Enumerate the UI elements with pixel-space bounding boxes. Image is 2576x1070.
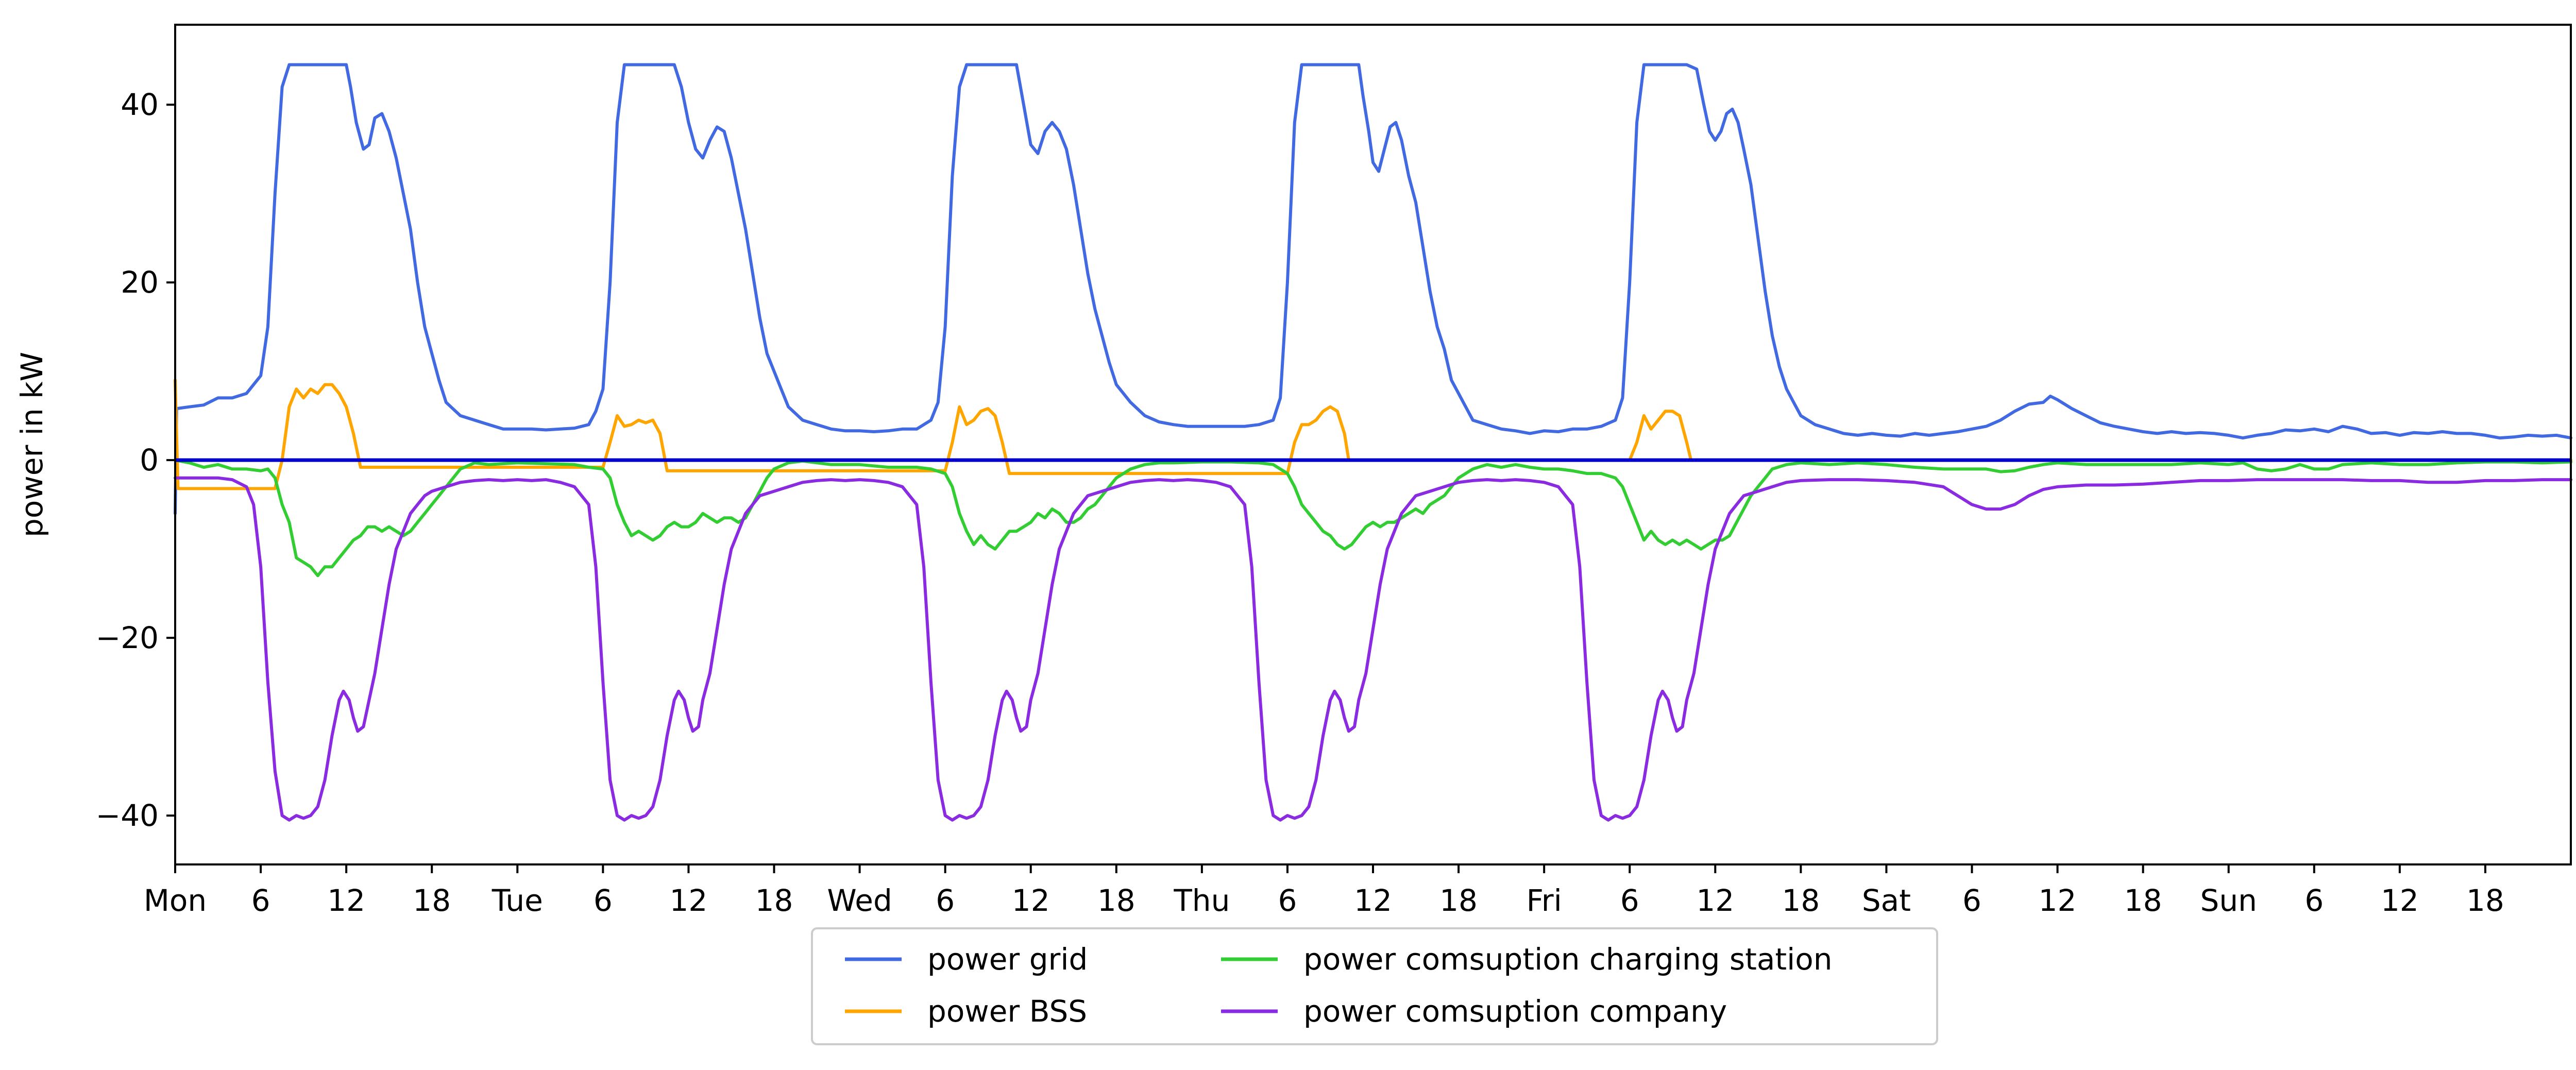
series-line-power-grid [174,63,2572,515]
x-tick-label: Thu [1173,883,1230,918]
legend-label: power grid [927,942,1088,977]
x-axis: Mon 6 12 18 Tue 6 12 18 Wed 6 12 18 Thu 6 12 18 Fri 6 12 18… [144,864,2504,918]
x-tick-label: 18 [1097,883,1136,918]
x-tick-label: 6 [1278,883,1297,918]
x-tick-label: 12 [327,883,365,918]
x-tick-label: 12 [670,883,708,918]
legend-frame [811,927,1938,1045]
y-axis: 40 20 0 −20 −40 [96,87,175,833]
y-tick-label: −40 [96,798,159,833]
series-layer [174,63,2572,822]
x-tick-label: Fri [1527,883,1562,918]
x-tick-label: 18 [2466,883,2504,918]
x-tick-label: Sun [2200,883,2257,918]
x-tick-label: 12 [2039,883,2077,918]
x-tick-label: 18 [755,883,793,918]
y-tick-label: −20 [96,620,159,655]
x-tick-label: Mon [144,883,207,918]
x-tick-label: 18 [2124,883,2162,918]
y-axis-title: power in kW [14,352,49,537]
y-tick-label: 40 [121,87,159,122]
x-tick-label: Tue [492,883,543,918]
legend-label: power BSS [927,994,1087,1029]
x-tick-label: Sat [1862,883,1911,918]
x-tick-label: 6 [936,883,955,918]
series-line-power-bss [174,378,2572,490]
legend: power grid power BSS power comsuption char… [811,927,1938,1045]
x-tick-label: 12 [1354,883,1392,918]
x-tick-label: 12 [1012,883,1050,918]
x-tick-label: 6 [1620,883,1639,918]
y-tick-label: 0 [140,443,159,478]
x-tick-label: 12 [1696,883,1734,918]
x-tick-label: 6 [2304,883,2324,918]
legend-items: power grid power BSS power comsuption char… [845,942,1832,1029]
x-tick-label: 6 [251,883,270,918]
series-line-power-comsuption-company [174,476,2572,822]
y-tick-label: 20 [121,265,159,300]
x-tick-label: 6 [594,883,613,918]
x-tick-label: 12 [2381,883,2419,918]
legend-label: power comsuption company [1303,994,1727,1029]
legend-label: power comsuption charging station [1303,942,1832,977]
series-line-power-comsuption-charging-station [174,458,2572,578]
x-tick-label: 18 [1782,883,1820,918]
x-tick-label: Wed [827,883,892,918]
x-tick-label: 6 [1962,883,1981,918]
x-tick-label: 18 [1439,883,1478,918]
x-tick-label: 18 [413,883,451,918]
